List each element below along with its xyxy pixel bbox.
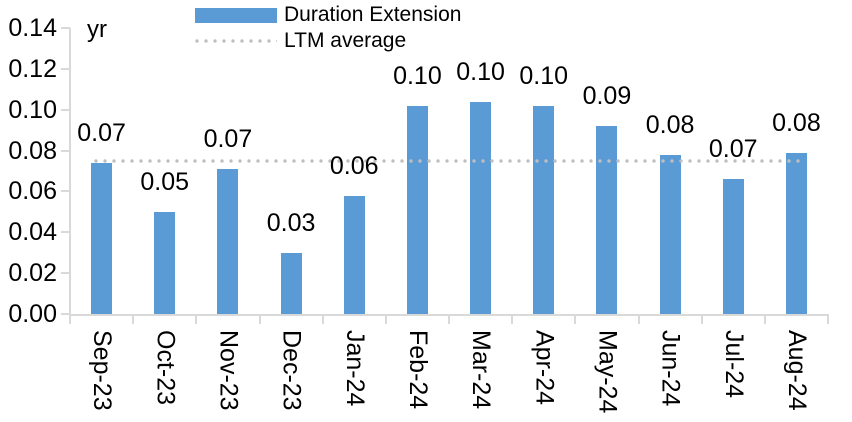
bar-value-label: 0.03 [266,208,316,237]
bar-value-label: 0.07 [203,124,253,153]
legend-item-duration-extension: Duration Extension [195,2,461,28]
x-axis-tick [827,316,829,324]
x-axis-category-label: Mar-24 [467,330,496,410]
x-axis-tick [69,316,71,324]
x-axis-category-label: Jan-24 [340,330,369,407]
bar-value-label: 0.10 [519,61,569,90]
legend-label-ltm-average: LTM average [284,29,407,52]
x-axis-category-label: Nov-23 [214,330,243,411]
x-axis-category-label: Oct-23 [151,330,180,406]
bar-aug-24 [785,152,807,314]
bar-value-label: 0.10 [393,61,442,90]
bar-value-label: 0.08 [645,110,695,139]
bar-value-label: 0.09 [582,82,632,111]
y-axis-tick-label: 0.10 [8,95,57,124]
bar-apr-24 [533,105,555,314]
y-axis-tick-label: 0.00 [8,300,57,328]
bar-jul-24 [722,179,744,314]
bar-dec-23 [280,252,302,314]
x-axis-tick [132,316,135,324]
bar-value-label: 0.05 [140,167,190,196]
x-axis-tick [637,316,640,324]
bar-nov-23 [217,168,239,314]
bar-series-swatch-icon [195,7,277,23]
x-axis-tick [195,316,198,324]
dotted-line-swatch-icon [195,39,277,43]
y-axis-tick [61,272,70,275]
y-axis-tick-label: 0.12 [8,54,57,83]
bar-feb-24 [406,105,428,314]
x-axis-tick [384,316,387,324]
y-axis-tick [61,27,70,29]
y-axis-tick-label: 0.02 [8,259,57,288]
bar-may-24 [596,126,618,314]
x-axis-category-label: Apr-24 [530,330,559,406]
x-axis-tick [448,316,450,324]
y-axis-tick [61,67,70,70]
x-axis-tick [763,316,766,324]
bar-oct-23 [154,211,176,314]
bar-value-label: 0.10 [456,57,505,86]
bar-mar-24 [470,101,492,314]
x-axis-category-label: Sep-23 [88,330,117,411]
x-axis-category-label: Aug-24 [782,330,811,411]
legend-label-duration-extension: Duration Extension [284,3,462,26]
x-axis-category-label: May-24 [593,330,622,414]
y-axis-tick-label: 0.08 [8,136,57,165]
bar-sep-23 [91,162,113,314]
x-axis-category-label: Jun-24 [656,330,685,407]
x-axis-category-label: Jul-24 [719,330,748,399]
legend-item-ltm-average: LTM average [195,28,406,54]
y-axis-tick [61,108,70,111]
x-axis-tick [574,316,577,324]
y-axis-tick-label: 0.06 [8,177,57,206]
y-axis-tick [61,149,70,152]
y-axis-tick-label: 0.14 [8,14,57,42]
bar-value-label: 0.06 [329,151,379,180]
bar-jun-24 [659,154,681,314]
ltm-average-line [93,158,801,163]
y-axis-tick-label: 0.04 [8,218,57,247]
y-axis-tick [61,190,70,193]
bar-value-label: 0.08 [772,108,821,137]
x-axis-tick [511,316,514,324]
x-axis-tick [321,316,324,324]
y-axis-line [69,28,71,315]
bar-jan-24 [343,195,365,314]
bar-value-label: 0.07 [708,135,758,164]
x-axis-line [69,314,829,316]
y-axis-tick [61,231,70,234]
x-axis-category-label: Dec-23 [277,330,306,411]
x-axis-tick [258,316,261,324]
bar-value-label: 0.07 [77,118,126,147]
y-axis-tick [61,313,70,315]
x-axis-tick [700,316,703,324]
y-axis-unit-label: yr [87,16,107,43]
x-axis-category-label: Feb-24 [403,330,432,410]
